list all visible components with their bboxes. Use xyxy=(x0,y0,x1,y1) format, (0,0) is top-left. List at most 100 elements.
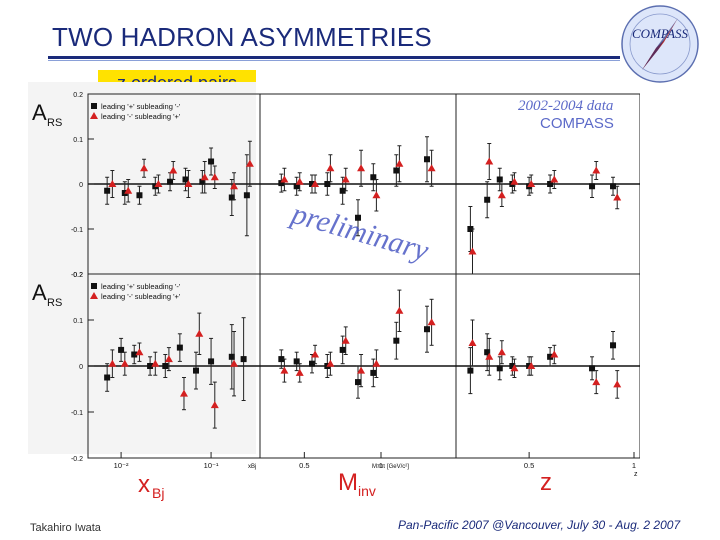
data-point-triangle xyxy=(510,177,519,185)
z-panel-label: z xyxy=(540,469,552,496)
data-point-square xyxy=(509,363,516,369)
data-point-square xyxy=(118,346,125,353)
y-tick-label: -0.1 xyxy=(71,227,83,234)
data-point-square xyxy=(104,374,111,381)
y-tick-label: -0.1 xyxy=(71,410,83,417)
data-point-square xyxy=(393,337,400,344)
data-point-triangle xyxy=(140,164,149,172)
data-point-triangle xyxy=(210,401,219,409)
x-tick-label: 0.5 xyxy=(299,461,309,470)
data-point-triangle xyxy=(372,359,381,367)
data-point-square xyxy=(424,326,430,333)
data-point-square xyxy=(496,365,503,372)
data-point-triangle xyxy=(151,359,160,367)
data-point-triangle xyxy=(372,191,381,199)
data-point-square xyxy=(228,194,235,201)
y-tick-label: 0 xyxy=(79,182,83,189)
data-point-square xyxy=(589,183,596,190)
data-point-square xyxy=(496,176,503,183)
data-point-square xyxy=(208,358,215,365)
data-point-square xyxy=(393,167,400,174)
data-point-square xyxy=(547,353,554,360)
y-tick-label: -0.2 xyxy=(71,272,83,279)
data-point-square xyxy=(228,353,235,360)
xbj-panel-label: x xyxy=(138,471,150,498)
data-point-square xyxy=(240,356,247,363)
data-point-triangle xyxy=(245,159,254,167)
data-point-square xyxy=(610,342,617,349)
y-tick-label: 0 xyxy=(79,364,83,371)
x-tick-label: 10⁻² xyxy=(114,461,129,470)
data-point-triangle xyxy=(295,368,304,376)
data-point-triangle xyxy=(468,339,477,346)
y-axis-label-subscript: RS xyxy=(47,117,62,129)
data-point-triangle xyxy=(395,159,404,167)
data-point-triangle xyxy=(527,362,536,369)
data-point-square xyxy=(167,178,174,185)
data-point-triangle xyxy=(154,180,163,187)
page-title: TWO HADRON ASYMMETRIES xyxy=(52,22,432,52)
legend-label: leading '+' subleading '-' xyxy=(101,282,181,291)
legend-label: leading '+' subleading '-' xyxy=(101,102,181,111)
data-point-triangle xyxy=(311,350,320,358)
data-stamp-line1: 2002-2004 data xyxy=(518,98,613,114)
y-axis-label: A xyxy=(32,280,47,305)
data-point-square xyxy=(131,351,138,358)
data-point-triangle xyxy=(169,166,178,174)
data-point-triangle xyxy=(164,355,173,363)
data-point-triangle xyxy=(468,247,477,255)
data-point-square xyxy=(355,379,361,386)
data-point-triangle xyxy=(108,359,117,367)
data-point-triangle xyxy=(592,166,601,174)
data-point-triangle xyxy=(485,352,494,360)
data-point-triangle xyxy=(485,157,494,165)
data-point-triangle xyxy=(230,182,239,190)
data-point-triangle xyxy=(230,359,239,367)
left-shade xyxy=(28,82,256,454)
data-point-triangle xyxy=(395,306,404,314)
data-point-square xyxy=(370,174,377,181)
data-point-triangle xyxy=(510,364,519,372)
minv-panel-label: M xyxy=(338,469,358,496)
data-point-square xyxy=(199,178,206,185)
y-tick-label: 0.2 xyxy=(73,92,83,99)
data-point-triangle xyxy=(184,180,193,187)
y-axis-label: A xyxy=(32,100,47,125)
legend-marker xyxy=(90,292,98,299)
legend-marker xyxy=(91,103,97,109)
data-point-triangle xyxy=(341,175,350,183)
data-point-triangle xyxy=(592,378,601,386)
x-tick-label: 0.5 xyxy=(524,461,534,470)
data-point-triangle xyxy=(550,175,559,183)
data-point-triangle xyxy=(550,350,559,358)
data-point-square xyxy=(424,156,430,163)
minv-panel-label-subscript: inv xyxy=(358,483,376,499)
data-point-square xyxy=(309,181,315,187)
data-point-square xyxy=(484,349,491,356)
data-point-square xyxy=(208,158,215,165)
data-point-square xyxy=(162,363,169,369)
legend-label: leading '-' subleading '+' xyxy=(101,112,181,121)
xbj-unit-label: xBj xyxy=(248,464,256,470)
legend-label: leading '-' subleading '+' xyxy=(101,292,181,301)
legend-marker xyxy=(90,112,98,119)
title-underline xyxy=(48,56,620,59)
y-axis-label-subscript: RS xyxy=(47,297,62,309)
data-point-square xyxy=(355,214,361,221)
data-point-triangle xyxy=(124,186,133,194)
data-point-triangle xyxy=(427,164,436,172)
data-point-triangle xyxy=(613,380,622,388)
minv-unit-label: Mππ [GeV/c²] xyxy=(372,464,409,470)
data-point-square xyxy=(182,176,189,183)
data-point-square xyxy=(293,358,300,365)
data-point-triangle xyxy=(497,348,506,356)
data-point-triangle xyxy=(210,173,219,181)
data-point-square xyxy=(324,181,331,187)
data-point-triangle xyxy=(326,359,335,367)
logo-text: COMPASS xyxy=(632,26,689,41)
data-point-triangle xyxy=(120,359,129,367)
data-point-square xyxy=(104,187,111,194)
x-tick-label: 1 xyxy=(632,461,636,470)
data-point-square xyxy=(192,367,199,374)
